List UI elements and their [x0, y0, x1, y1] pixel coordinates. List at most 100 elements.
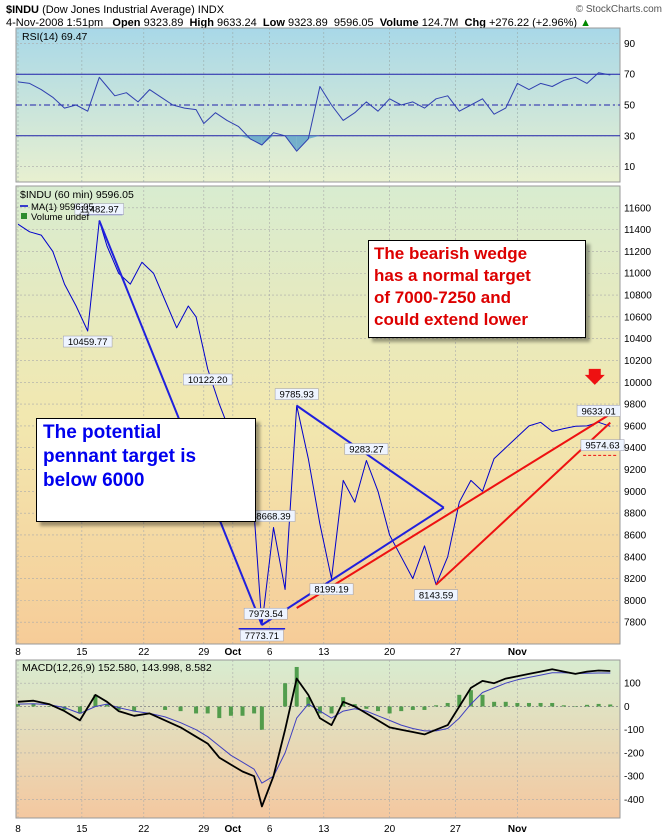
- macd-y-tick: -200: [624, 748, 644, 759]
- macd-histogram-bar: [399, 706, 404, 712]
- price-y-tick: 8400: [624, 552, 647, 563]
- price-y-tick: 9000: [624, 487, 647, 498]
- pennant-lower-line: [261, 506, 445, 626]
- macd-histogram-bar: [77, 706, 82, 714]
- high-value: 9633.24: [217, 17, 257, 29]
- x-tick-label: 8: [15, 647, 21, 658]
- x-tick-label-bottom: 29: [198, 824, 210, 835]
- chart-title-line: $INDU (Dow Jones Industrial Average) IND…: [6, 4, 224, 16]
- macd-histogram-bar: [503, 701, 508, 707]
- price-label: 7773.71: [245, 631, 279, 642]
- x-tick-label-bottom: Nov: [508, 824, 527, 835]
- macd-signal-line: [17, 672, 611, 784]
- macd-histogram-bar: [329, 706, 334, 714]
- price-label: 8199.19: [314, 585, 348, 596]
- price-label: 8668.39: [256, 512, 290, 523]
- price-y-tick: 11600: [624, 203, 652, 214]
- macd-histogram-bar: [194, 706, 199, 714]
- macd-line: [17, 668, 611, 808]
- wedge-line-3: of 7000-7250 and: [374, 288, 512, 307]
- macd-histogram-bar: [240, 706, 245, 716]
- macd-histogram-bar: [317, 706, 322, 714]
- wedge-callout: The bearish wedge has a normal target of…: [368, 240, 586, 338]
- price-y-tick: 9600: [624, 421, 647, 432]
- wedge-line-1: The bearish wedge: [374, 244, 528, 263]
- price-label-box: [309, 583, 354, 595]
- quote-line: 4-Nov-2008 1:51pm Open 9323.89 High 9633…: [6, 17, 591, 29]
- x-tick-label-bottom: Oct: [225, 824, 242, 835]
- rsi-y-tick: 90: [624, 39, 636, 50]
- x-tick-label-bottom: 22: [138, 824, 150, 835]
- price-y-tick: 8200: [624, 574, 647, 585]
- pennant-line-2: pennant target is: [43, 446, 197, 467]
- macd-histogram-bar: [228, 706, 233, 716]
- price-y-tick: 9400: [624, 443, 647, 454]
- price-y-tick: 11200: [624, 247, 652, 258]
- index-name: (Dow Jones Industrial Average): [42, 4, 195, 16]
- x-tick-label: 22: [138, 647, 150, 658]
- rsi-y-tick: 10: [624, 162, 636, 173]
- macd-histogram-bar: [259, 706, 264, 730]
- macd-histogram-bar: [387, 706, 392, 714]
- wedge-upper-line: [296, 410, 615, 609]
- price-label: 11482.97: [80, 205, 119, 216]
- low-label: Low: [262, 17, 285, 29]
- macd-histogram-bar: [217, 706, 222, 719]
- macd-histogram-bar: [410, 706, 415, 710]
- macd-y-tick: -300: [624, 772, 644, 783]
- price-label-box: [274, 388, 319, 400]
- x-tick-label-bottom: 27: [450, 824, 462, 835]
- macd-histogram-bar: [526, 702, 531, 707]
- x-tick-label: 29: [198, 647, 210, 658]
- arrow-down-icon: [584, 368, 605, 385]
- volume-legend-swatch: [21, 213, 27, 219]
- rsi-oversold-fill: [261, 135, 274, 146]
- rsi-oversold-fill: [250, 135, 262, 146]
- macd-legend: MACD(12,26,9) 152.580, 143.998, 8.582: [22, 662, 212, 674]
- x-tick-label: 20: [384, 647, 396, 658]
- x-tick-label-bottom: 20: [384, 824, 396, 835]
- exchange: INDX: [197, 4, 225, 16]
- price-label-box: [576, 405, 621, 417]
- price-label-box: [243, 607, 288, 620]
- price-label-box: [74, 203, 124, 215]
- brand-text: © StockCharts.com: [575, 4, 662, 15]
- chg-label: Chg: [464, 17, 486, 29]
- price-y-tick: 8600: [624, 530, 647, 541]
- macd-histogram-bar: [596, 703, 601, 707]
- macd-histogram-bar: [561, 705, 566, 707]
- volume-legend: Volume undef: [31, 212, 89, 223]
- macd-histogram-bar: [550, 702, 555, 707]
- macd-histogram-bar: [306, 697, 311, 707]
- open-value: 9323.89: [143, 17, 184, 29]
- price-y-tick: 9200: [624, 465, 647, 476]
- macd-panel: [15, 659, 621, 819]
- price-y-tick: 10400: [624, 334, 652, 345]
- macd-histogram-bar: [434, 705, 439, 707]
- rsi-oversold-fill: [238, 135, 251, 139]
- x-tick-label-bottom: 8: [15, 824, 21, 835]
- macd-histogram-bar: [163, 706, 168, 710]
- macd-histogram-bar: [93, 694, 98, 707]
- macd-y-tick: -400: [624, 795, 644, 806]
- price-label-box: [240, 629, 284, 642]
- price-y-tick: 7800: [624, 618, 647, 629]
- arrow-up-icon: ▲: [580, 17, 592, 29]
- high-label: High: [189, 17, 214, 29]
- price-label-box: [183, 373, 233, 386]
- price-label: 10459.77: [68, 337, 108, 348]
- macd-histogram-bar: [178, 706, 183, 712]
- price-y-tick: 11400: [624, 225, 652, 236]
- macd-histogram-bar: [62, 706, 67, 710]
- macd-y-tick: 100: [624, 679, 641, 690]
- price-y-tick: 9800: [624, 400, 647, 411]
- macd-histogram-bar: [283, 683, 288, 707]
- macd-histogram-bar: [608, 704, 613, 707]
- macd-histogram-bar: [376, 706, 380, 712]
- macd-histogram-bar: [422, 706, 427, 710]
- macd-histogram-bar: [16, 704, 20, 707]
- price-label-box: [414, 589, 458, 601]
- price-y-tick: 10800: [624, 291, 652, 302]
- macd-histogram-bar: [31, 703, 36, 707]
- macd-histogram-bar: [252, 706, 257, 714]
